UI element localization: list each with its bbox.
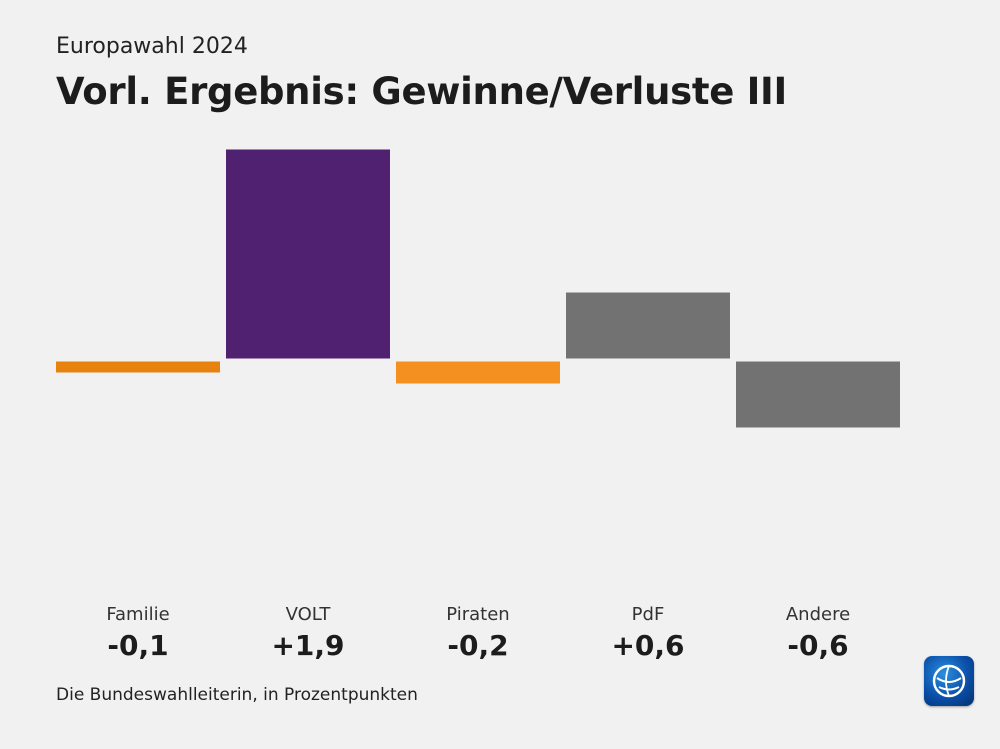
- chart-supertitle: Europawahl 2024: [56, 34, 248, 59]
- category-label: PdF: [632, 604, 665, 625]
- value-label: -0,2: [447, 629, 508, 662]
- value-label: -0,1: [107, 629, 168, 662]
- bar-andere: [736, 361, 900, 428]
- value-label: +0,6: [611, 629, 684, 662]
- category-label: Andere: [786, 604, 850, 625]
- bar-volt: [226, 149, 390, 359]
- value-label: +1,9: [271, 629, 344, 662]
- category-label: Familie: [106, 604, 169, 625]
- bar-pdf: [566, 292, 730, 359]
- value-label: -0,6: [787, 629, 848, 662]
- bar-familie: [56, 361, 220, 373]
- tagesschau-globe-icon: [924, 656, 974, 706]
- category-label: Piraten: [446, 604, 509, 625]
- source-note: Die Bundeswahlleiterin, in Prozentpunkte…: [56, 685, 418, 705]
- chart-title: Vorl. Ergebnis: Gewinne/Verluste III: [56, 70, 787, 113]
- category-label: VOLT: [286, 604, 332, 625]
- bar-piraten: [396, 361, 560, 384]
